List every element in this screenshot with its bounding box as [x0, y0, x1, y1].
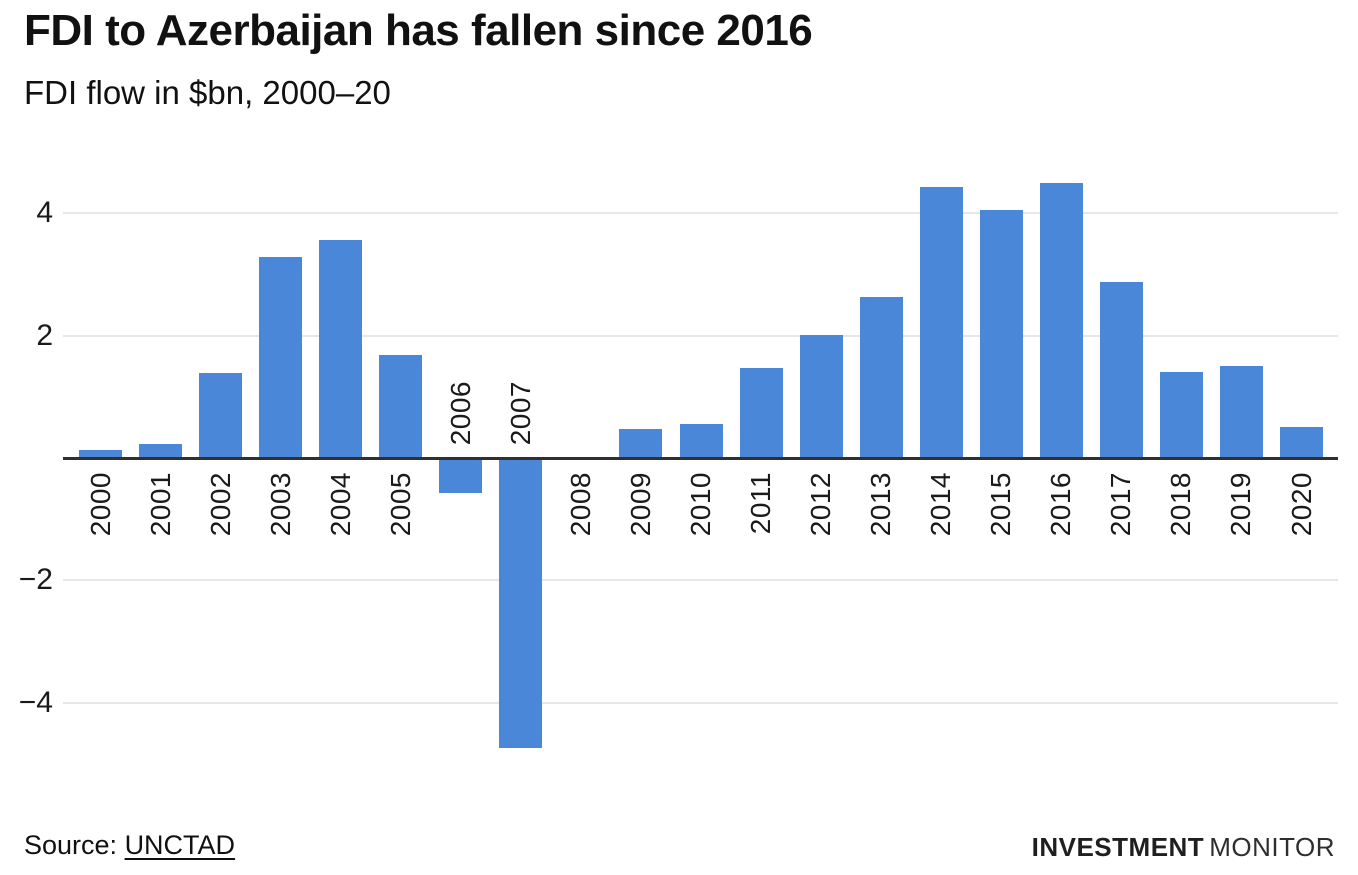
bar-2020: [1280, 427, 1323, 458]
x-axis-tick-label-2017: 2017: [1105, 472, 1136, 537]
x-axis-tick-label-2008: 2008: [565, 472, 596, 537]
x-axis-tick-label-2018: 2018: [1165, 472, 1196, 537]
chart-subtitle: FDI flow in $bn, 2000–20: [24, 74, 391, 111]
x-axis-tick-label-2013: 2013: [865, 472, 896, 537]
bar-2013: [860, 297, 903, 458]
x-axis-tick-label-2020: 2020: [1286, 472, 1317, 537]
x-axis-tick-label-2009: 2009: [625, 472, 656, 537]
bar-2018: [1160, 372, 1203, 458]
x-axis-tick-label-2014: 2014: [925, 472, 956, 537]
gridline-y4: [63, 212, 1338, 214]
chart-title: FDI to Azerbaijan has fallen since 2016: [24, 6, 813, 55]
x-axis-tick-label-2015: 2015: [985, 472, 1016, 537]
bar-2004: [319, 240, 362, 458]
gridline-y-4: [63, 702, 1338, 704]
x-axis-tick-label-2012: 2012: [805, 472, 836, 537]
x-axis-tick-label-2003: 2003: [265, 472, 296, 537]
brand-light-text: MONITOR: [1209, 832, 1335, 862]
x-axis-tick-label-2006: 2006: [445, 380, 476, 445]
x-axis-tick-label-2000: 2000: [85, 472, 116, 537]
x-axis-tick-label-2010: 2010: [685, 472, 716, 537]
y-axis-tick-label: −2: [18, 563, 53, 596]
source-note: Source: UNCTAD: [24, 830, 235, 861]
bar-2017: [1100, 282, 1143, 458]
x-axis-tick-label-2011: 2011: [745, 472, 776, 535]
bar-2003: [259, 257, 302, 458]
investment-monitor-logo: INVESTMENT MONITOR: [1032, 832, 1335, 863]
bar-2014: [920, 187, 963, 458]
y-axis-tick-label: 2: [36, 319, 53, 352]
x-axis-tick-label-2016: 2016: [1045, 472, 1076, 537]
bar-2010: [680, 424, 723, 458]
gridline-y2: [63, 335, 1338, 337]
x-axis-tick-label-2001: 2001: [145, 472, 176, 537]
bar-2009: [619, 429, 662, 458]
bar-2001: [139, 444, 182, 458]
x-axis-tick-label-2002: 2002: [205, 472, 236, 537]
bar-2000: [79, 450, 122, 458]
bar-2006: [439, 458, 482, 493]
brand-bold-text: INVESTMENT: [1031, 832, 1205, 862]
x-axis-tick-label-2004: 2004: [325, 472, 356, 537]
x-axis-tick-label-2019: 2019: [1225, 472, 1256, 537]
bar-2019: [1220, 366, 1263, 458]
x-axis-tick-label-2007: 2007: [505, 380, 536, 445]
y-axis-tick-label: −4: [18, 686, 53, 719]
bar-2007: [499, 458, 542, 748]
x-axis-line: [63, 457, 1338, 460]
y-axis-tick-label: 4: [36, 196, 53, 229]
source-link[interactable]: UNCTAD: [124, 830, 236, 860]
bar-2011: [740, 368, 783, 458]
x-axis-tick-label-2005: 2005: [385, 472, 416, 537]
bar-2002: [199, 373, 242, 458]
bar-2015: [980, 210, 1023, 458]
bar-2016: [1040, 183, 1083, 458]
source-label: Source:: [24, 830, 125, 860]
bar-2012: [800, 335, 843, 458]
bar-2005: [379, 355, 422, 458]
gridline-y-2: [63, 579, 1338, 581]
